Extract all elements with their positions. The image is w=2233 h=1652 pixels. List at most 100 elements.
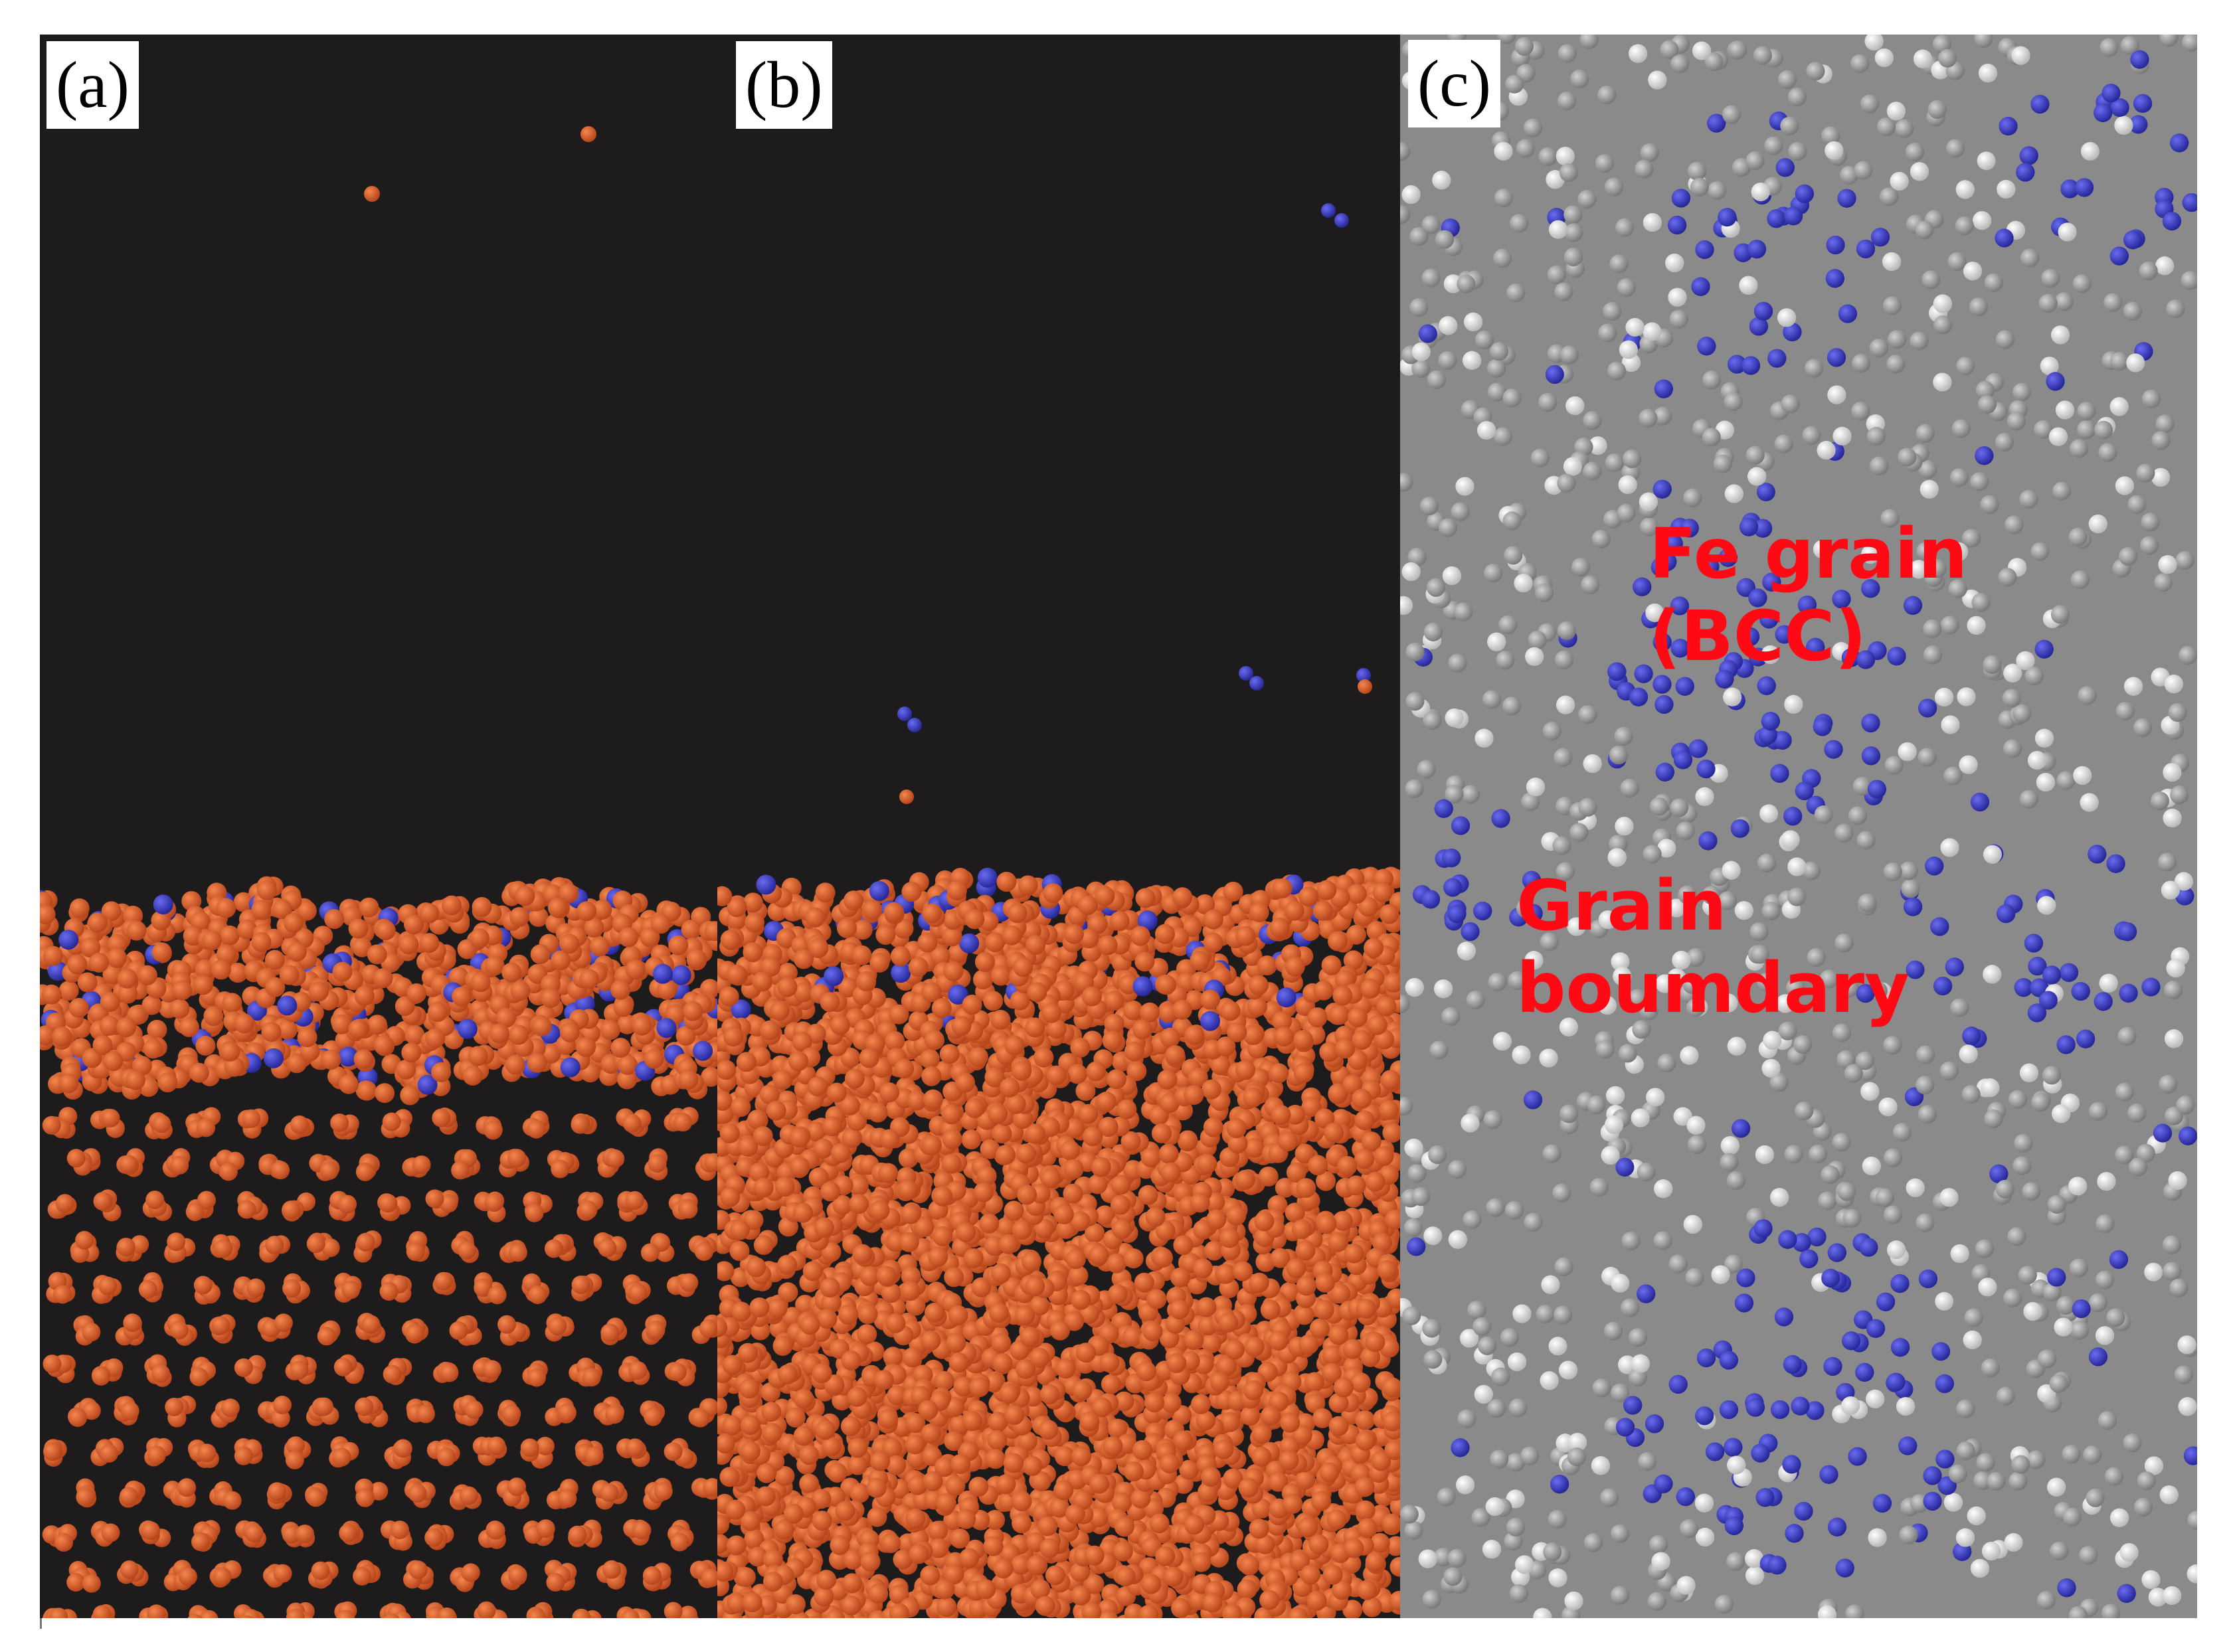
lattice-atom [273, 1396, 292, 1414]
lattice-atom [240, 1615, 254, 1618]
lattice-atom [141, 1521, 160, 1540]
surface-atom [283, 912, 304, 933]
lattice-atom [568, 1525, 587, 1544]
surface-atom [541, 974, 561, 995]
lattice-atom [197, 1444, 217, 1463]
bulk-atom [777, 963, 798, 983]
bulk-atom [743, 892, 763, 913]
surface-atom [489, 1023, 509, 1044]
gas-atom [1239, 666, 1253, 681]
lattice-atom [178, 1567, 197, 1586]
bulk-atom [743, 942, 763, 963]
bulk-atom [942, 926, 962, 947]
bulk-atom [1191, 1394, 1211, 1414]
lattice-atom [648, 1154, 667, 1173]
bulk-atom [717, 1576, 730, 1597]
surface-atom [618, 927, 639, 948]
surface-atom [251, 900, 272, 920]
surface-atom [348, 918, 369, 939]
surface-atom [505, 1054, 525, 1075]
surface-atom [233, 892, 254, 912]
bulk-atom [1204, 1240, 1224, 1261]
bulk-atom [901, 1266, 921, 1286]
surface-atom [40, 1025, 56, 1046]
surface-atom [530, 944, 551, 965]
surface-atom [41, 984, 62, 1005]
surface-atom [632, 1015, 652, 1036]
bulk-atom [1258, 1166, 1279, 1187]
surface-atom [272, 899, 292, 920]
bulk-atom [1097, 1455, 1117, 1475]
lattice-atom [408, 1484, 427, 1503]
lattice-atom [296, 1525, 314, 1544]
surface-atom [472, 897, 492, 917]
bulk-atom [1075, 1081, 1096, 1101]
surface-atom [92, 1035, 113, 1056]
lattice-atom [211, 1316, 230, 1335]
lattice-atom [438, 1607, 456, 1618]
surface-atom [559, 1022, 580, 1042]
surface-atom [484, 955, 505, 976]
surface-atom [373, 968, 393, 989]
surface-atom [510, 981, 531, 1001]
surface-atom [179, 1017, 199, 1037]
surface-atom [125, 1070, 145, 1090]
surface-atom [650, 914, 671, 934]
surface-atom [515, 886, 535, 906]
surface-atom [339, 1074, 359, 1094]
lattice-atom [339, 1523, 358, 1542]
surface-atom [501, 962, 522, 983]
surface-atom [417, 1074, 438, 1095]
lattice-atom [582, 1368, 601, 1387]
surface-atom [126, 920, 147, 941]
lattice-atom [193, 1276, 213, 1295]
surface-atom [640, 927, 660, 948]
lattice-atom [383, 1364, 402, 1384]
lattice-atom [315, 1397, 333, 1416]
lattice-atom [699, 1319, 717, 1338]
lattice-atom [606, 1149, 625, 1168]
bulk-atom [977, 867, 998, 888]
lattice-atom [425, 1189, 444, 1208]
lattice-atom [628, 1361, 648, 1380]
lattice-atom [670, 1532, 689, 1552]
surface-atom [69, 898, 90, 918]
surface-atom [617, 1069, 637, 1090]
bulk-atom [1112, 1492, 1132, 1513]
surface-atom [704, 921, 717, 942]
surface-atom [279, 965, 300, 985]
surface-atom [395, 996, 415, 1017]
lattice-atom [214, 1239, 233, 1258]
surface-atom [419, 903, 440, 924]
bulk-atom [1084, 1574, 1105, 1594]
bulk-atom [1004, 1200, 1024, 1221]
surface-atom [656, 1018, 677, 1038]
surface-atom [193, 975, 213, 995]
lattice-atom [82, 1401, 101, 1420]
lattice-atom [679, 1273, 699, 1292]
bulk-atom [1295, 1469, 1316, 1490]
bulk-atom [996, 1217, 1016, 1238]
bulk-atom [799, 1445, 820, 1465]
lattice-atom [508, 1566, 527, 1585]
surface-atom [237, 919, 257, 940]
surface-atom [353, 1049, 374, 1070]
lattice-atom [391, 1521, 409, 1540]
lattice-atom [119, 1487, 138, 1506]
lattice-atom [528, 1285, 547, 1305]
lattice-atom [535, 1436, 555, 1455]
bulk-atom [898, 1148, 919, 1169]
bulk-atom [1304, 1372, 1324, 1392]
lattice-atom [361, 1315, 381, 1334]
lattice-atom [336, 1610, 355, 1618]
surface-atom [147, 1019, 167, 1040]
bulk-atom [1095, 1205, 1115, 1226]
bulk-atom [1389, 1556, 1400, 1577]
surface-atom [470, 972, 491, 993]
lattice-atom [169, 1321, 189, 1340]
surface-atom [211, 959, 231, 980]
bulk-atom [782, 1307, 802, 1327]
bulk-atom [1049, 1320, 1070, 1341]
lattice-atom [437, 1447, 456, 1467]
bulk-atom [1270, 1248, 1291, 1268]
